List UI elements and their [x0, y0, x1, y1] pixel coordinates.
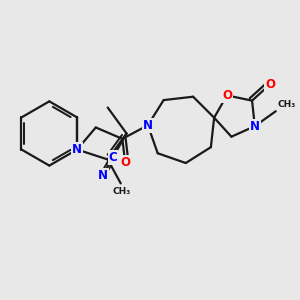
Text: N: N	[250, 120, 260, 133]
Text: N: N	[72, 143, 82, 156]
Text: CH₃: CH₃	[277, 100, 296, 109]
Text: O: O	[222, 89, 232, 102]
Text: N: N	[143, 119, 153, 132]
Text: N: N	[98, 169, 108, 182]
Text: O: O	[265, 78, 275, 91]
Text: CH₃: CH₃	[112, 187, 131, 196]
Text: C: C	[109, 151, 117, 164]
Text: O: O	[120, 156, 130, 169]
